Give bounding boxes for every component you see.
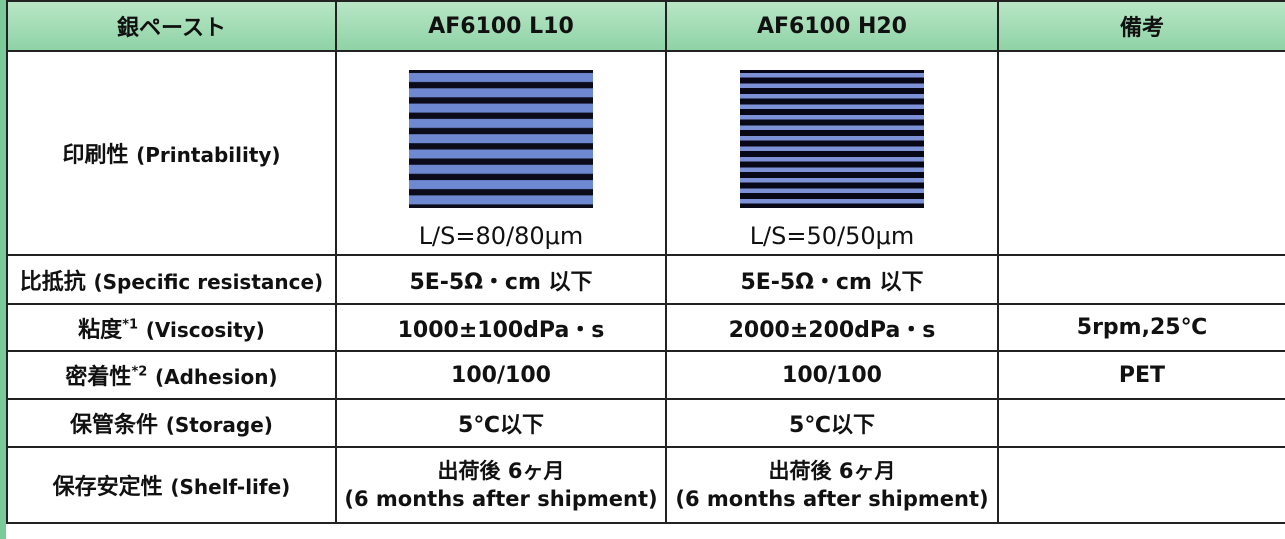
spec-table: 銀ペースト AF6100 L10 AF6100 H20 備考 印刷性 (Prin…: [6, 0, 1285, 524]
cell: [997, 254, 1285, 305]
cell: 出荷後 6ヶ月 (6 months after shipment): [335, 446, 667, 524]
line-space: L/S=50/50μm: [749, 222, 915, 250]
row-label: 保管条件 (Storage): [6, 398, 337, 448]
remark: 5rpm,25℃: [997, 303, 1285, 352]
cell: [997, 398, 1285, 448]
cell: 100/100: [665, 350, 999, 400]
cell: L/S=50/50μm: [665, 50, 999, 256]
row: 印刷性 (Printability) L/S=80/80μm L/S=50/50…: [6, 50, 1285, 256]
row: 保存安定性 (Shelf-life) 出荷後 6ヶ月 (6 months afte…: [6, 446, 1285, 524]
line-space: L/S=80/80μm: [418, 222, 584, 250]
label-en: (Specific resistance): [93, 269, 324, 294]
row: 密着性*2 (Adhesion) 100/100 100/100 PET: [6, 350, 1285, 400]
label-en: (Shelf-life): [170, 475, 291, 499]
label-en: (Viscosity): [145, 317, 265, 342]
header-cell: 備考: [997, 0, 1285, 52]
label-en: (Adhesion): [154, 365, 278, 389]
label-ja: 粘度: [78, 317, 123, 343]
cell: 出荷後 6ヶ月 (6 months after shipment): [665, 446, 999, 524]
cell: L/S=80/80μm: [335, 50, 667, 256]
cell: [997, 50, 1285, 256]
header-cell: AF6100 L10: [335, 0, 667, 52]
line: 出荷後 6ヶ月: [768, 459, 896, 483]
label-en: (Storage): [165, 413, 273, 437]
cell: 2000±200dPa・s: [665, 303, 999, 352]
label-ja: 保存安定性: [52, 475, 163, 500]
label-ja: 保管条件: [70, 413, 159, 438]
cell: 5E-5Ω・cm 以下: [335, 254, 667, 305]
cell: 5E-5Ω・cm 以下: [665, 254, 999, 305]
line: (6 months after shipment): [344, 487, 658, 511]
header-cell: 銀ペースト: [6, 0, 337, 52]
header-row: 銀ペースト AF6100 L10 AF6100 H20 備考: [6, 0, 1285, 52]
cell: 5℃以下: [665, 398, 999, 448]
row-label: 保存安定性 (Shelf-life): [6, 446, 337, 524]
row-label: 密着性*2 (Adhesion): [6, 350, 337, 400]
label-ja: 密着性: [65, 365, 132, 390]
header-cell: AF6100 H20: [665, 0, 999, 52]
row: 粘度*1 (Viscosity) 1000±100dPa・s 2000±200d…: [6, 303, 1285, 352]
line: 出荷後 6ヶ月: [437, 459, 565, 483]
cell: 5℃以下: [335, 398, 667, 448]
note: *2: [131, 364, 148, 380]
remark: PET: [997, 350, 1285, 400]
label-en: (Printability): [136, 143, 281, 167]
row-label: 比抵抗 (Specific resistance): [6, 254, 337, 305]
print-image: [409, 70, 593, 208]
row-label: 印刷性 (Printability): [6, 50, 337, 256]
row: 保管条件 (Storage) 5℃以下 5℃以下: [6, 398, 1285, 448]
label-ja: 印刷性: [62, 143, 129, 168]
cell: 1000±100dPa・s: [335, 303, 667, 352]
cell: 100/100: [335, 350, 667, 400]
line: (6 months after shipment): [675, 487, 989, 511]
cell: [997, 446, 1285, 524]
note: *1: [122, 317, 139, 333]
row: 比抵抗 (Specific resistance) 5E-5Ω・cm 以下 5E…: [6, 254, 1285, 305]
label-ja: 比抵抗: [19, 269, 86, 295]
print-image: [740, 70, 924, 208]
row-label: 粘度*1 (Viscosity): [6, 303, 337, 352]
